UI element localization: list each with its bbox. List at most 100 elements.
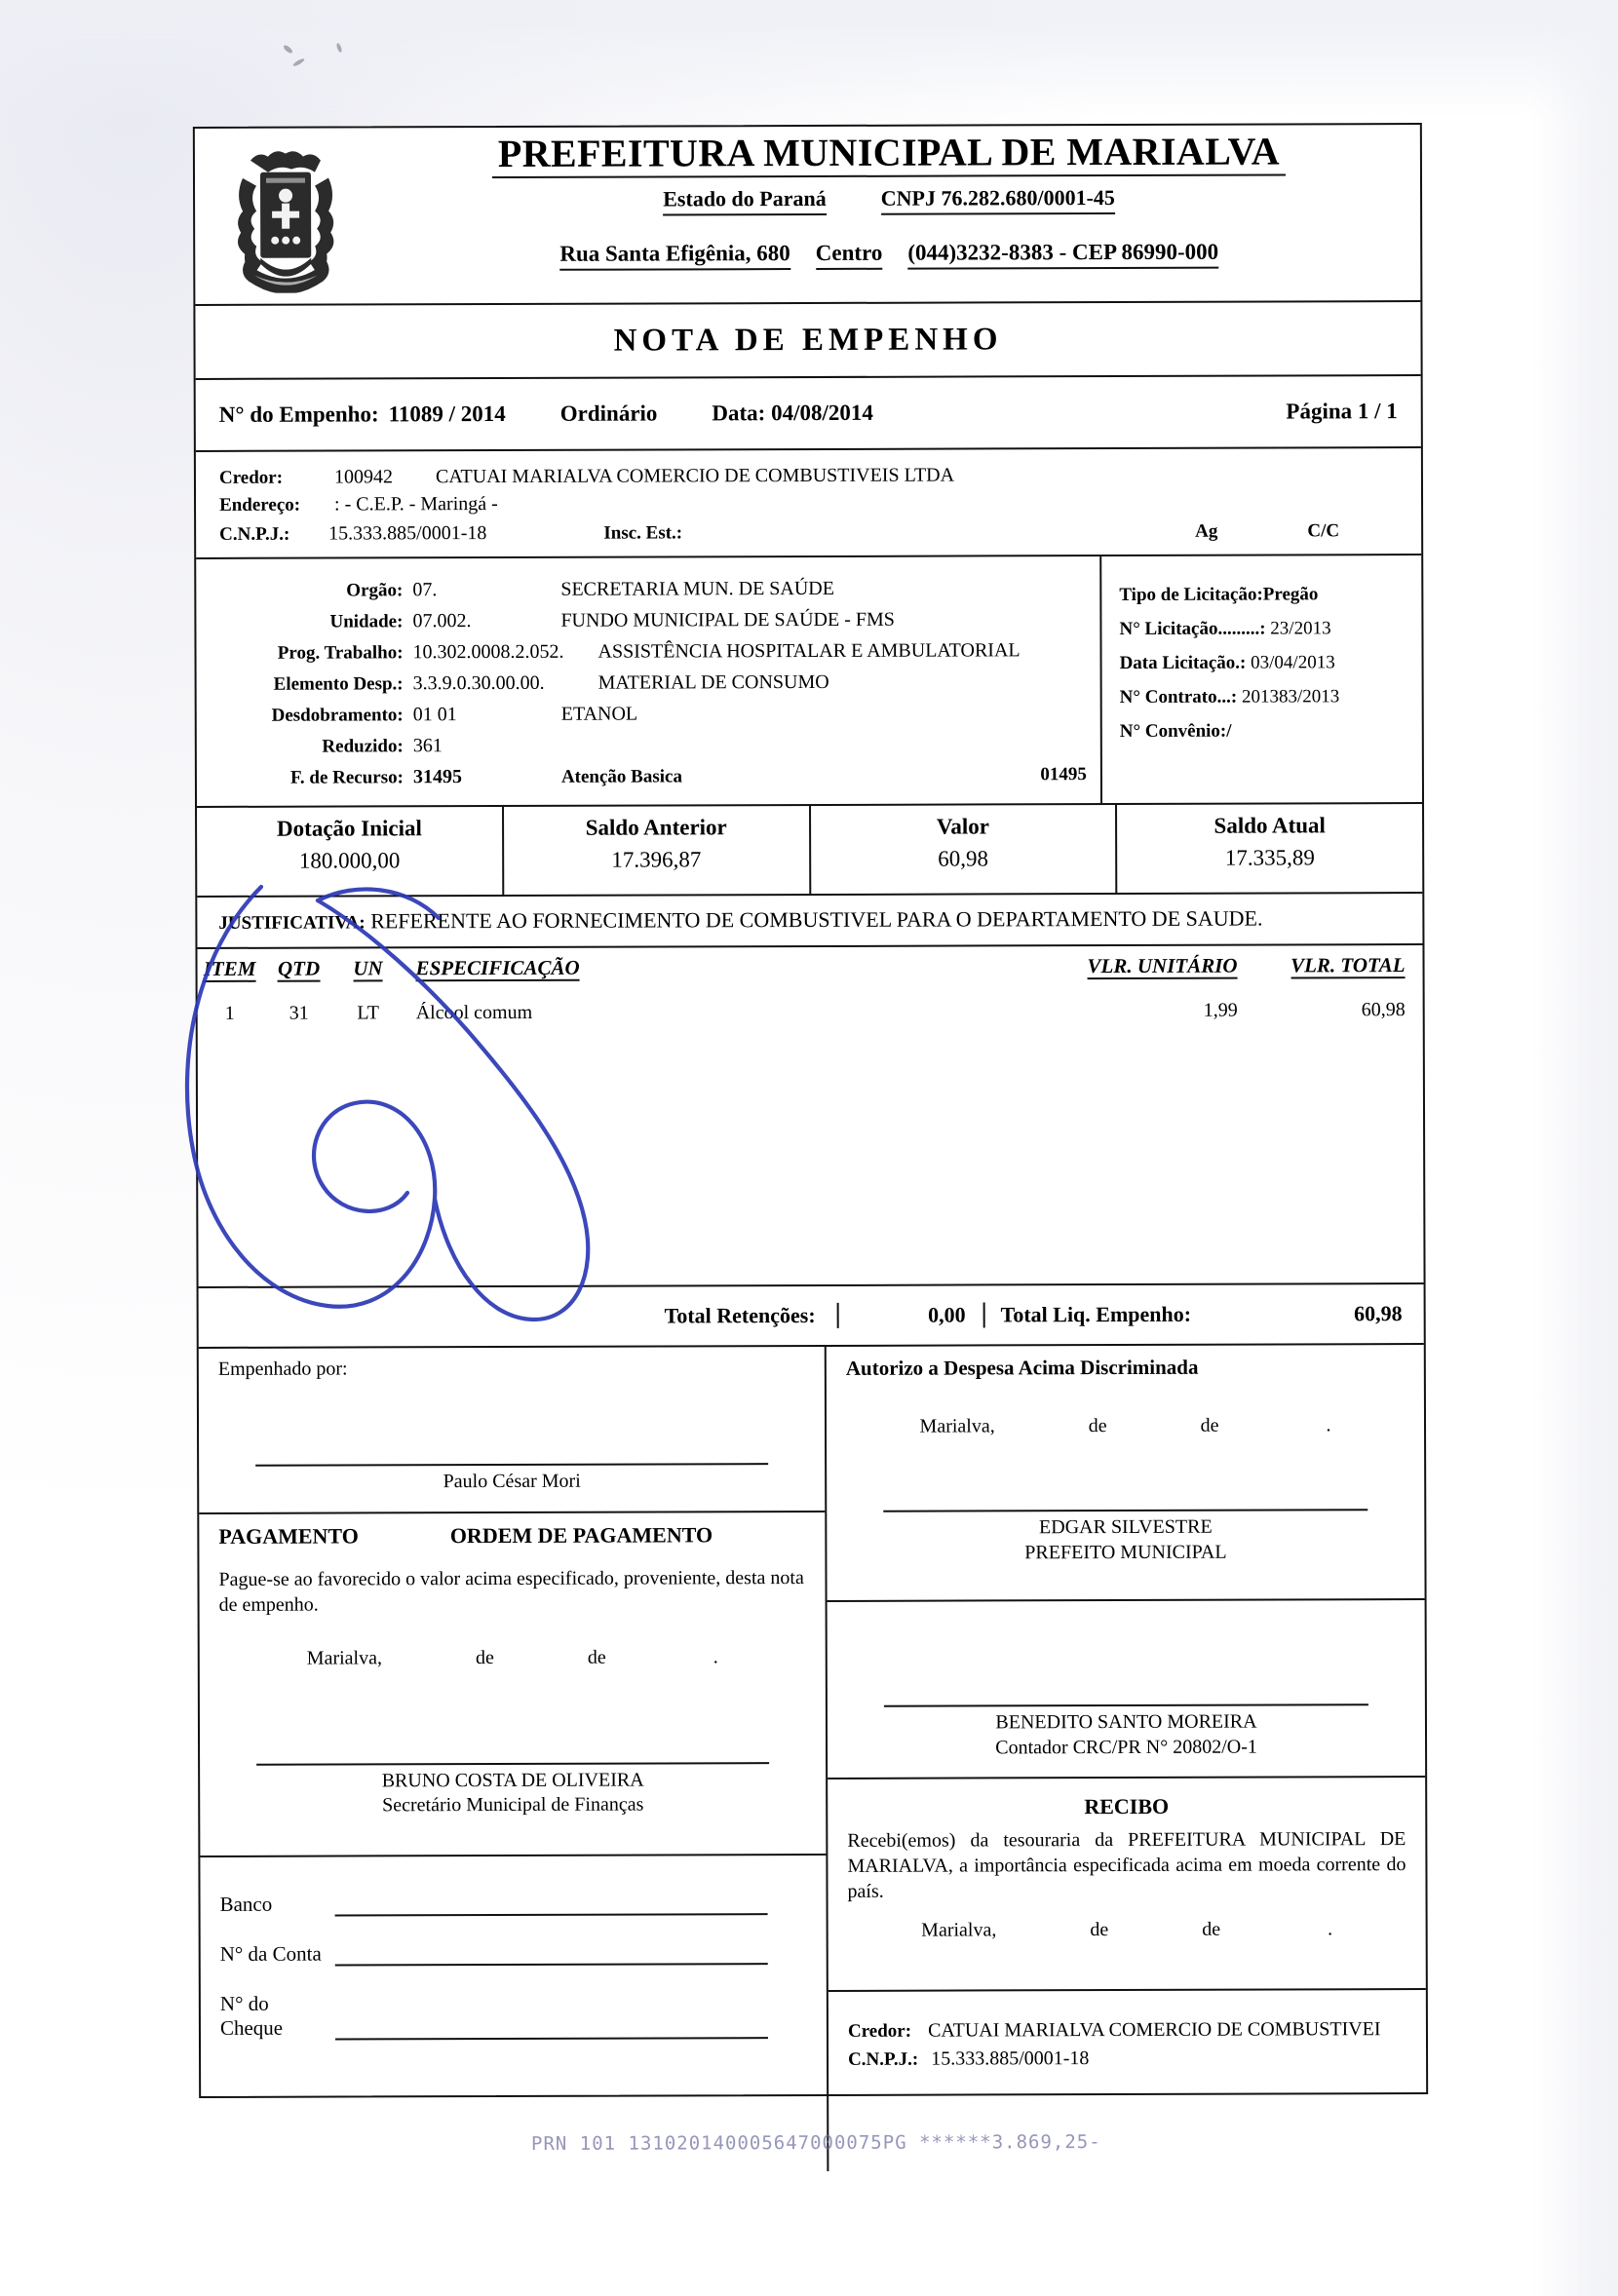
endereco-label: Endereço: xyxy=(219,494,301,516)
classification-row: Reduzido: 361 xyxy=(197,733,1100,758)
period-mark: . xyxy=(1328,1918,1333,1940)
classification-row: Elemento Desp.: 3.3.9.0.30.00.00. MATERI… xyxy=(197,670,1100,696)
justificativa-block: JUSTIFICATIVA: REFERENTE AO FORNECIMENTO… xyxy=(197,894,1423,950)
autorizo-block: Autorizo a Despesa Acima Discriminada Ma… xyxy=(826,1345,1425,1603)
header-address: Rua Santa Efigênia, 680 xyxy=(559,241,790,271)
saldo-value: 60,98 xyxy=(938,846,988,871)
scan-speck xyxy=(282,44,294,55)
licitacao-numero-row: N° Licitação.........: 23/2013 xyxy=(1119,618,1421,640)
conta-label: N° da Conta xyxy=(219,1941,322,1966)
de-label-1: de xyxy=(1090,1919,1109,1941)
ordem-pagamento-title: ORDEM DE PAGAMENTO xyxy=(449,1522,713,1549)
city-coat-of-arms-icon xyxy=(195,128,376,304)
classification-desc: FUNDO MUNICIPAL DE SAÚDE - FMS xyxy=(560,608,895,631)
saldo-column: Saldo Atual 17.335,89 xyxy=(1117,804,1422,893)
secretario-name: BRUNO COSTA DE OLIVEIRA xyxy=(381,1769,644,1792)
header-state: Estado do Paraná xyxy=(663,185,827,216)
justificativa-label: JUSTIFICATIVA: xyxy=(218,912,366,934)
licitacao-numero-value: 23/2013 xyxy=(1270,618,1331,639)
item-un: LT xyxy=(357,1002,380,1024)
total-liquido-label: Total Liq. Empenho: xyxy=(1000,1301,1192,1327)
classification-desc: Atenção Basica xyxy=(560,766,682,787)
item-qtd: 31 xyxy=(289,1002,309,1024)
table-row: 1 31 LT Álcool comum 1,99 60,98 xyxy=(198,999,1423,1025)
classification-desc: ETANOL xyxy=(560,703,638,725)
endereco-value: : - C.E.P. - Maringá - xyxy=(334,493,498,516)
de-label-1: de xyxy=(475,1646,494,1668)
city-label: Marialva, xyxy=(921,1919,997,1941)
period-mark: . xyxy=(713,1646,718,1668)
recibo-credor-name: CATUAI MARIALVA COMERCIO DE COMBUSTIVEI xyxy=(928,2018,1381,2042)
saldo-header: Saldo Anterior xyxy=(585,815,727,840)
conta-field[interactable]: N° da Conta xyxy=(220,1940,807,1967)
recibo-cnpj-label: C.N.P.J.: xyxy=(848,2048,919,2070)
header-cnpj: CNPJ 76.282.680/0001-45 xyxy=(880,185,1115,215)
recibo-credor-block: Credor: CATUAI MARIALVA COMERCIO DE COMB… xyxy=(828,1990,1426,2084)
classification-key: Prog. Trabalho: xyxy=(277,642,404,664)
empenho-date: Data: 04/08/2014 xyxy=(712,400,873,426)
banco-label: Banco xyxy=(219,1892,273,1916)
items-header-row: ITEM QTD UN ESPECIFICAÇÃO VLR. UNITÁRIO … xyxy=(197,945,1422,983)
empenhado-por-label: Empenhado por: xyxy=(217,1358,348,1380)
classification-code: 10.302.0008.2.052. xyxy=(412,640,564,664)
scan-speck xyxy=(335,42,343,54)
period-mark: . xyxy=(1326,1414,1331,1436)
de-label-2: de xyxy=(1200,1414,1219,1436)
licitacao-data-row: Data Licitação.: 03/04/2013 xyxy=(1120,652,1422,674)
licitacao-data-value: 03/04/2013 xyxy=(1251,652,1335,673)
classification-key: Elemento Desp.: xyxy=(273,673,404,695)
classification-key: Desdobramento: xyxy=(271,705,404,726)
credor-name: CATUAI MARIALVA COMERCIO DE COMBUSTIVEIS… xyxy=(435,464,955,488)
justificativa-text: REFERENTE AO FORNECIMENTO DE COMBUSTIVEL… xyxy=(370,905,1263,934)
recibo-credor-label: Credor: xyxy=(847,2020,912,2042)
empenhado-por-name: Paulo César Mori xyxy=(443,1470,581,1493)
fonte-recurso-code: 01495 xyxy=(1040,764,1087,785)
scan-speck xyxy=(291,57,306,67)
items-col-qtd: QTD xyxy=(277,956,321,982)
classification-row: Orgão: 07. SECRETARIA MUN. DE SAÚDE xyxy=(196,577,1099,602)
item-especificacao: Álcool comum xyxy=(415,1001,533,1024)
cheque-label: N° do Cheque xyxy=(219,1991,284,2040)
classification-desc: ASSISTÊNCIA HOSPITALAR E AMBULATORIAL xyxy=(597,639,1021,663)
contrato-value: 201383/2013 xyxy=(1241,686,1340,708)
convenio-row: N° Convênio:/ xyxy=(1119,720,1232,743)
contador-signature: BENEDITO SANTO MOREIRA Contador CRC/PR N… xyxy=(847,1705,1406,1769)
items-col-vlr-unitario: VLR. UNITÁRIO xyxy=(1087,953,1238,980)
de-label-2: de xyxy=(1202,1918,1221,1940)
contrato-row: N° Contrato...: 201383/2013 xyxy=(1120,686,1422,708)
classification-row: Unidade: 07.002. FUNDO MUNICIPAL DE SAÚD… xyxy=(196,608,1099,633)
classification-desc: SECRETARIA MUN. DE SAÚDE xyxy=(560,577,834,600)
recibo-cnpj-value: 15.333.885/0001-18 xyxy=(931,2047,1090,2070)
secretario-signature: BRUNO COSTA DE OLIVEIRA Secretário Munic… xyxy=(219,1764,806,1827)
classification-code: 07.002. xyxy=(412,610,472,632)
conta-corrente-label: C/C xyxy=(1307,520,1340,542)
totals-row: Total Retenções: 0,00 Total Liq. Empenho… xyxy=(198,1284,1424,1350)
total-liquido-value: 60,98 xyxy=(1354,1301,1403,1326)
items-col-item: ITEM xyxy=(203,956,256,983)
conta-input-line[interactable] xyxy=(334,1943,768,1967)
classification-row: F. de Recurso: 31495 Atenção Basica 0149… xyxy=(197,764,1100,789)
licitacao-panel: Tipo de Licitação:Pregão N° Licitação...… xyxy=(1099,555,1423,804)
total-retencoes-label: Total Retenções: xyxy=(664,1303,816,1328)
banco-input-line[interactable] xyxy=(334,1894,768,1917)
classification-rows: Orgão: 07. SECRETARIA MUN. DE SAÚDE Unid… xyxy=(196,556,1100,806)
cheque-input-line[interactable] xyxy=(334,2017,768,2041)
saldo-column: Dotação Inicial 180.000,00 xyxy=(197,806,505,896)
classification-code: 3.3.9.0.30.00.00. xyxy=(412,671,545,695)
saldo-header: Valor xyxy=(936,814,990,839)
banco-field[interactable]: Banco xyxy=(220,1891,807,1917)
empenhado-por-block: Empenhado por: Paulo César Mori xyxy=(198,1347,826,1515)
item-vlr-unitario: 1,99 xyxy=(1203,999,1238,1021)
page-title: PREFEITURA MUNICIPAL DE MARIALVA xyxy=(491,129,1287,179)
signature-left-column: Empenhado por: Paulo César Mori PAGAMENT… xyxy=(198,1347,829,2174)
licitacao-tipo: Tipo de Licitação:Pregão xyxy=(1119,584,1319,606)
credor-block: Credor: 100942 CATUAI MARIALVA COMERCIO … xyxy=(195,448,1422,559)
cheque-field[interactable]: N° do Cheque xyxy=(220,1990,807,2041)
empenho-number-label: N° do Empenho: xyxy=(218,402,379,427)
document-type-title: NOTA DE EMPENHO xyxy=(195,302,1421,380)
pagamento-text: Pague-se ao favorecido o valor acima esp… xyxy=(218,1567,804,1617)
classification-row: Prog. Trabalho: 10.302.0008.2.052. ASSIS… xyxy=(196,639,1099,665)
licitacao-numero-label: N° Licitação.........: xyxy=(1119,618,1266,640)
prefeito-role: PREFEITO MUNICIPAL xyxy=(1024,1541,1227,1563)
classification-code: 01 01 xyxy=(412,704,457,726)
